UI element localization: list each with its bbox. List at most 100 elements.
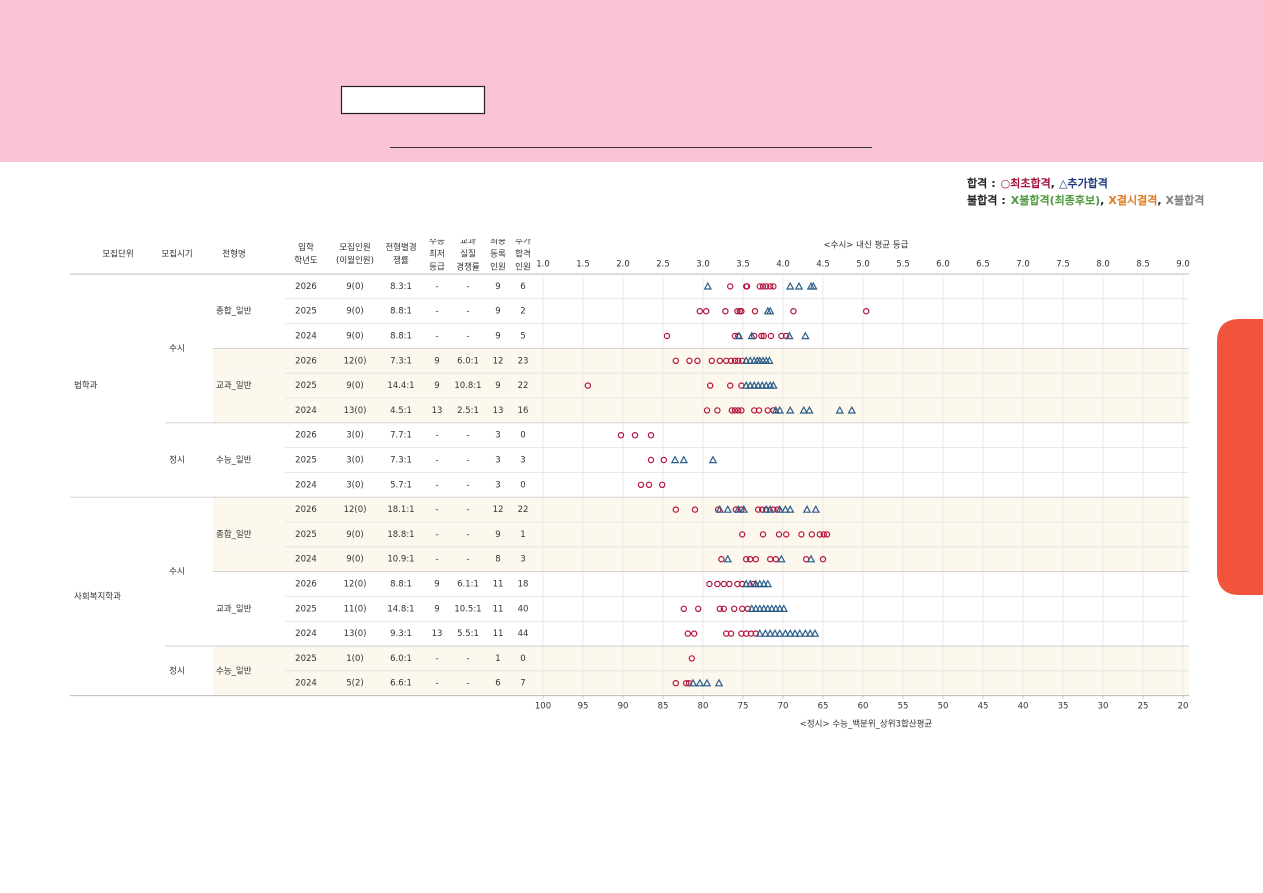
cell: 22	[518, 505, 529, 515]
cell: 12(0)	[344, 505, 367, 515]
cell: 2026	[295, 580, 317, 590]
added-pass-marker	[739, 505, 749, 513]
row-shade	[213, 522, 1189, 547]
first-pass-marker	[672, 506, 680, 513]
cell: 2024	[295, 480, 317, 490]
legend-pass: 합격: ○최초합격, △추가합격	[967, 176, 1108, 190]
column-header: 합격	[515, 249, 531, 260]
cell: 2024	[295, 555, 317, 565]
cell: -	[466, 505, 469, 515]
cell: 7.7:1	[390, 431, 412, 441]
cell: 6	[495, 679, 500, 689]
cell: 13	[432, 406, 443, 416]
first-pass-marker	[706, 580, 713, 588]
first-pass-marker	[790, 308, 797, 315]
first-pass-marker	[718, 556, 725, 563]
column-header: 인원	[515, 262, 531, 273]
cell: 40	[518, 604, 529, 614]
cell: -	[435, 431, 438, 441]
added-pass-marker	[723, 505, 733, 513]
percentile-tick-label: 55	[898, 702, 909, 712]
first-pass-marker	[720, 605, 728, 613]
added-pass-marker	[695, 678, 705, 687]
cell: -	[466, 332, 469, 342]
first-pass-marker	[808, 531, 816, 538]
cell: 9	[434, 604, 439, 614]
first-pass-marker	[720, 580, 728, 588]
cell: -	[435, 332, 438, 342]
added-pass-marker	[745, 356, 755, 364]
column-header: 등급	[429, 263, 445, 273]
first-pass-marker	[703, 407, 711, 414]
first-pass-marker	[731, 605, 738, 613]
cell: 3	[520, 555, 525, 565]
cell: 6.0:1	[457, 356, 479, 366]
cell: 2.5:1	[457, 406, 479, 416]
cell: 3	[495, 480, 500, 490]
cell: 10.9:1	[387, 555, 414, 565]
grade-tick-label: 4.0	[776, 260, 790, 270]
added-pass-marker	[785, 629, 795, 637]
added-pass-marker	[785, 405, 795, 414]
added-pass-marker	[809, 281, 818, 290]
first-pass-marker	[683, 680, 690, 687]
added-pass-marker	[745, 579, 755, 588]
cell: -	[435, 282, 438, 292]
first-pass-marker	[694, 357, 701, 364]
first-pass-marker	[734, 308, 741, 315]
first-pass-marker	[763, 283, 770, 290]
first-pass-marker	[686, 357, 693, 364]
grade-tick-label: 3.5	[736, 260, 750, 270]
first-pass-marker	[738, 407, 745, 414]
column-header: 모집시기	[161, 249, 192, 260]
cell: 9	[495, 381, 500, 391]
first-pass-marker	[672, 680, 680, 687]
added-pass-marker	[708, 455, 718, 464]
cell: 8.8:1	[390, 307, 412, 317]
cell: 11(0)	[344, 604, 367, 614]
first-pass-marker	[716, 605, 724, 613]
track-name: 수능_일반	[216, 665, 252, 676]
grade-axis-label: <수시> 내신 평균 등급	[824, 240, 909, 251]
cell: 11	[493, 580, 504, 590]
marks	[584, 281, 870, 687]
first-pass-marker	[758, 332, 765, 340]
percentile-tick-label: 25	[1138, 702, 1149, 712]
percentile-axis-label: <정시> 수능_백분위_상위3합산평균	[800, 719, 933, 730]
grid	[70, 273, 1189, 699]
header-band	[0, 0, 1263, 162]
grade-tick-label: 6.5	[976, 260, 990, 270]
cell: 10.8:1	[454, 381, 481, 391]
legend-name: 최초합격	[1010, 176, 1050, 190]
cell: 23	[518, 356, 529, 366]
cell: 2025	[295, 307, 317, 317]
first-pass-marker	[816, 531, 824, 538]
cell: 13	[432, 629, 443, 639]
legend-symbol: X	[1108, 194, 1117, 207]
first-pass-marker	[617, 432, 625, 439]
legend-symbol: X	[1011, 194, 1020, 207]
cell: 6	[520, 282, 525, 292]
cell: 6.0:1	[390, 654, 412, 664]
column-header: 최저	[429, 249, 445, 260]
table: 모집단위 모집시기 전형명입학학년도모집인원(이월인원)전형별경쟁률수능최저등급교과…	[70, 228, 1190, 730]
grade-tick-label: 7.5	[1056, 260, 1070, 270]
added-pass-marker	[747, 604, 757, 613]
added-pass-marker	[769, 381, 778, 389]
cell: 18	[518, 580, 529, 590]
added-pass-marker	[763, 604, 773, 613]
cell: 12	[493, 505, 504, 515]
grade-tick-label: 4.5	[816, 260, 830, 270]
first-pass-marker	[647, 432, 655, 439]
cell: 9	[434, 580, 439, 590]
added-pass-marker	[755, 629, 765, 637]
cell: 8.3:1	[390, 282, 412, 292]
added-pass-marker	[759, 604, 769, 613]
added-pass-marker	[847, 405, 857, 414]
track-name: 교과_일반	[216, 603, 252, 614]
column-header: 입학	[298, 242, 314, 253]
first-pass-marker	[819, 556, 827, 563]
first-pass-marker	[727, 382, 734, 389]
first-pass-marker	[755, 506, 762, 513]
